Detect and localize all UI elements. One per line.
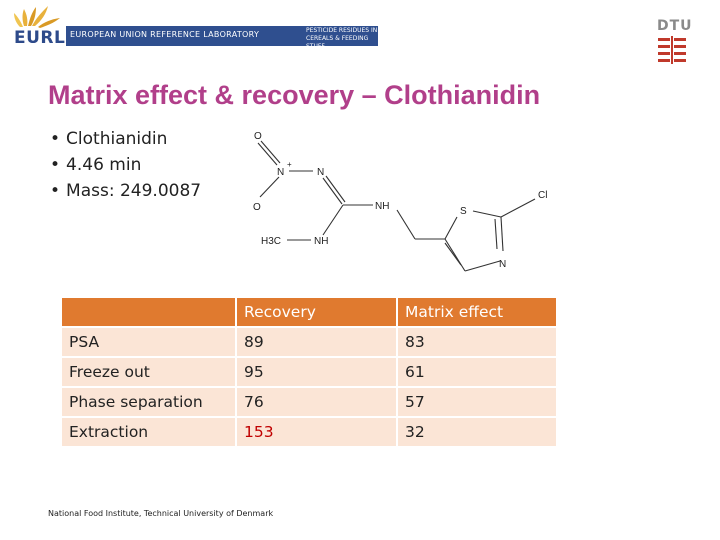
cell-method: Extraction [62, 417, 237, 448]
atom-o-top: O [254, 131, 262, 142]
eurl-label: EURL [14, 28, 66, 48]
dtu-stripes-icon [658, 36, 686, 64]
bullet-compound: Clothianidin [66, 129, 168, 149]
dtu-label: DTU [657, 18, 693, 34]
cell-method: Freeze out [62, 357, 237, 388]
cell-recovery: 76 [236, 387, 398, 418]
atom-s-ring: S [460, 206, 467, 217]
bullet-mass: Mass: 249.0087 [66, 181, 202, 201]
dtu-logo: DTU [657, 18, 693, 68]
table-row: Freeze out 95 61 [62, 357, 558, 388]
cell-recovery: 95 [236, 357, 398, 388]
cell-matrix-effect: 83 [397, 327, 558, 358]
table-header-row: Recovery Matrix effect [62, 298, 558, 328]
table-row: Extraction 153 32 [62, 417, 558, 448]
atom-plus-sign: + [287, 160, 292, 169]
table-row: Phase separation 76 57 [62, 387, 558, 418]
cell-matrix-effect: 61 [397, 357, 558, 388]
slide-header: EURL EUROPEAN UNION REFERENCE LABORATORY… [0, 0, 720, 70]
bullet-item: • Clothianidin [50, 129, 168, 149]
bullet-item: • 4.46 min [50, 155, 142, 175]
clothianidin-structure: O N + N O NH S Cl H3C NH N [253, 131, 547, 272]
atom-h3c: H3C [261, 236, 281, 247]
header-matrix-effect: Matrix effect [397, 298, 558, 328]
atom-n-plus: N [277, 167, 284, 178]
atom-nh-right: NH [375, 201, 389, 212]
banner-subtitle: PESTICIDE RESIDUES IN CEREALS & FEEDING … [306, 27, 378, 50]
slide-title: Matrix effect & recovery – Clothianidin [48, 80, 541, 110]
footer-institution: National Food Institute, Technical Unive… [48, 509, 274, 518]
lab-banner: EUROPEAN UNION REFERENCE LABORATORY PEST… [66, 26, 378, 50]
bullet-retention-time: 4.46 min [66, 155, 142, 175]
atom-n-imine: N [317, 167, 324, 178]
cell-matrix-effect: 57 [397, 387, 558, 418]
bullet-item: • Mass: 249.0087 [50, 181, 202, 201]
bullet-list: • Clothianidin • 4.46 min • Mass: 249.0087 [50, 126, 201, 204]
table-row: PSA 89 83 [62, 327, 558, 358]
cell-recovery-highlight: 153 [236, 417, 398, 448]
atom-nh-bottom: NH [314, 236, 328, 247]
cell-matrix-effect: 32 [397, 417, 558, 448]
cell-recovery: 89 [236, 327, 398, 358]
atom-n-ring: N [499, 259, 506, 270]
header-recovery: Recovery [236, 298, 398, 328]
eurl-logo-icon [14, 6, 60, 28]
atom-cl: Cl [538, 190, 547, 201]
results-table: Recovery Matrix effect PSA 89 83 Freeze … [62, 298, 558, 448]
cell-method: PSA [62, 327, 237, 358]
atom-o-bottom: O [253, 202, 261, 213]
cell-method: Phase separation [62, 387, 237, 418]
banner-title: EUROPEAN UNION REFERENCE LABORATORY [70, 30, 260, 39]
header-method [62, 298, 237, 328]
